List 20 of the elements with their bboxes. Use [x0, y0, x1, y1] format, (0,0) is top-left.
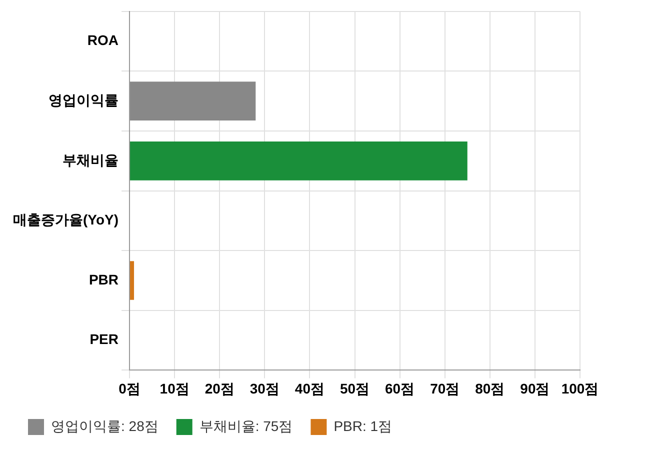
- x-tick-label: 90점: [520, 380, 550, 396]
- x-tick-label: 70점: [430, 380, 460, 396]
- y-tick-label: ROA: [87, 32, 119, 48]
- x-tick-label: 50점: [340, 380, 370, 396]
- x-tick-label: 20점: [204, 380, 234, 396]
- x-tick-label: 30점: [250, 380, 280, 396]
- x-tick-label: 60점: [385, 380, 415, 396]
- x-tick-label: 80점: [475, 380, 505, 396]
- y-tick-label: 영업이익률: [48, 92, 119, 108]
- legend-label: 부채비율: 75점: [199, 418, 293, 434]
- legend-label: 영업이익률: 28점: [51, 418, 158, 434]
- y-tick-label: PBR: [88, 271, 119, 288]
- y-tick-label: 부채비율: [62, 152, 119, 168]
- y-tick-label: PER: [90, 331, 119, 348]
- legend-label: PBR: 1점: [334, 418, 392, 434]
- x-tick-label: 10점: [160, 380, 190, 396]
- x-tick-label: 40점: [294, 380, 324, 396]
- x-tick-label: 0점: [118, 380, 140, 396]
- x-tick-label: 100점: [561, 380, 599, 396]
- y-tick-label: 매출증가율(YoY): [12, 212, 119, 228]
